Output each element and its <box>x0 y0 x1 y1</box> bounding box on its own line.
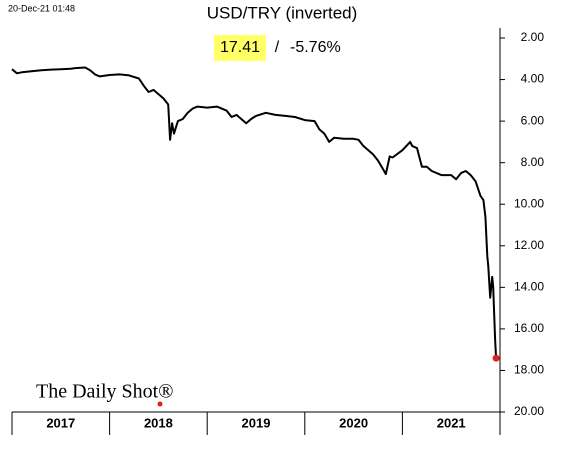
x-tick-label: 2018 <box>144 415 173 430</box>
logo-dot <box>157 401 163 407</box>
y-tick-label: 20.00 <box>514 404 544 418</box>
y-tick-label: 4.00 <box>521 72 545 86</box>
line <box>11 66 498 359</box>
highlight <box>214 35 266 61</box>
y-tick-label: 10.00 <box>514 196 544 210</box>
x-tick-label: 2020 <box>339 415 368 430</box>
y-tick-label: 14.00 <box>514 280 544 294</box>
separator: / <box>275 39 280 56</box>
x-tick-label: 2019 <box>242 415 271 430</box>
chart-title: USD/TRY (inverted) <box>207 3 358 22</box>
y-tick-label: 2.00 <box>521 30 545 44</box>
change: -5.76% <box>290 39 341 56</box>
end-marker <box>492 354 500 362</box>
y-tick-label: 18.00 <box>514 363 544 377</box>
x-tick-label: 2017 <box>46 415 75 430</box>
y-tick-label: 16.00 <box>514 321 544 335</box>
x-tick-label: 2021 <box>437 415 466 430</box>
y-tick-label: 8.00 <box>521 155 545 169</box>
timestamp: 20-Dec-21 01:48 <box>8 3 75 13</box>
last-value: 17.41 <box>220 39 260 56</box>
watermark: The Daily Shot® <box>36 381 173 403</box>
y-tick-label: 6.00 <box>521 113 545 127</box>
y-tick-label: 12.00 <box>514 238 544 252</box>
